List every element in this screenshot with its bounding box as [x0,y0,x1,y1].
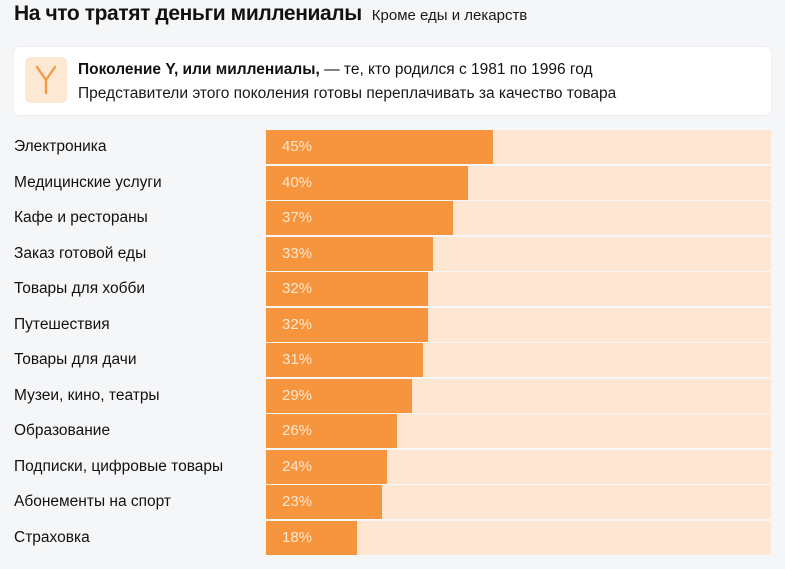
bar [266,449,388,484]
category-label: Кафе и рестораны [14,209,148,226]
category-label: Товары для хобби [14,280,146,297]
bar [266,130,494,164]
value-label: 40% [282,173,313,191]
value-label: 32% [282,280,313,297]
bar [266,414,398,448]
info-card-definition: Поколение Y, или миллениалы, — те, кто р… [78,61,593,79]
bar [266,343,423,377]
bar-row: Медицинские услуги 40% [0,165,785,200]
bar-row: Подписки, цифровые товары 24% [0,449,785,484]
value-label: 32% [282,315,313,333]
bar-row: Музеи, кино, театры 29% [0,378,785,413]
bar-row: Товары для хобби 32% [0,272,785,306]
category-label: Медицинские услуги [14,173,162,191]
info-card-description: Представители этого поколения готовы пер… [78,85,617,102]
value-label: 24% [282,457,313,475]
info-card: Поколение Y, или миллениалы, — те, кто р… [14,47,771,115]
bar-row: Образование 26% [0,414,785,448]
letter-y-icon [25,57,67,103]
category-label: Абонементы на спорт [14,493,172,510]
bar-chart: Электроника 45% Медицинские услуги 40% Кафе … [0,130,785,555]
chart-header: На что тратят деньги миллениалы Кроме ед… [14,2,527,32]
bar [266,236,433,271]
category-label: Образование [14,422,111,439]
category-label: Музеи, кино, театры [14,386,160,404]
bar [266,378,413,413]
value-label: 26% [282,422,313,439]
bar [266,272,428,306]
category-label: Страховка [14,528,90,546]
category-label: Заказ готовой еды [14,244,147,262]
bar [266,201,453,235]
bar [266,307,428,342]
bar [266,520,357,555]
info-card-years: — те, кто родился с 1981 по 1996 год [319,61,593,78]
bar-row: Заказ готовой еды 33% [0,236,785,271]
bar [266,485,383,519]
category-label: Путешествия [14,315,110,333]
bar-row: Кафе и рестораны 37% [0,201,785,235]
category-label: Подписки, цифровые товары [14,457,224,475]
bar [266,165,468,200]
value-label: 31% [282,351,313,368]
info-card-term: Поколение Y, или миллениалы, [78,61,320,78]
value-label: 23% [282,493,313,510]
value-label: 33% [282,244,313,262]
chart-title: На что тратят деньги миллениалы [14,2,362,25]
bar-row: Путешествия 32% [0,307,785,342]
bar-row: Товары для дачи 31% [0,343,785,377]
value-label: 29% [282,386,313,404]
category-label: Электроника [14,138,107,155]
value-label: 18% [282,528,313,546]
bar-row: Электроника 45% [0,130,785,164]
value-label: 45% [282,138,313,155]
value-label: 37% [282,209,313,226]
bar-row: Страховка 18% [0,520,785,555]
bar-row: Абонементы на спорт 23% [0,485,785,519]
chart-subtitle: Кроме еды и лекарств [371,7,528,24]
category-label: Товары для дачи [14,351,137,368]
